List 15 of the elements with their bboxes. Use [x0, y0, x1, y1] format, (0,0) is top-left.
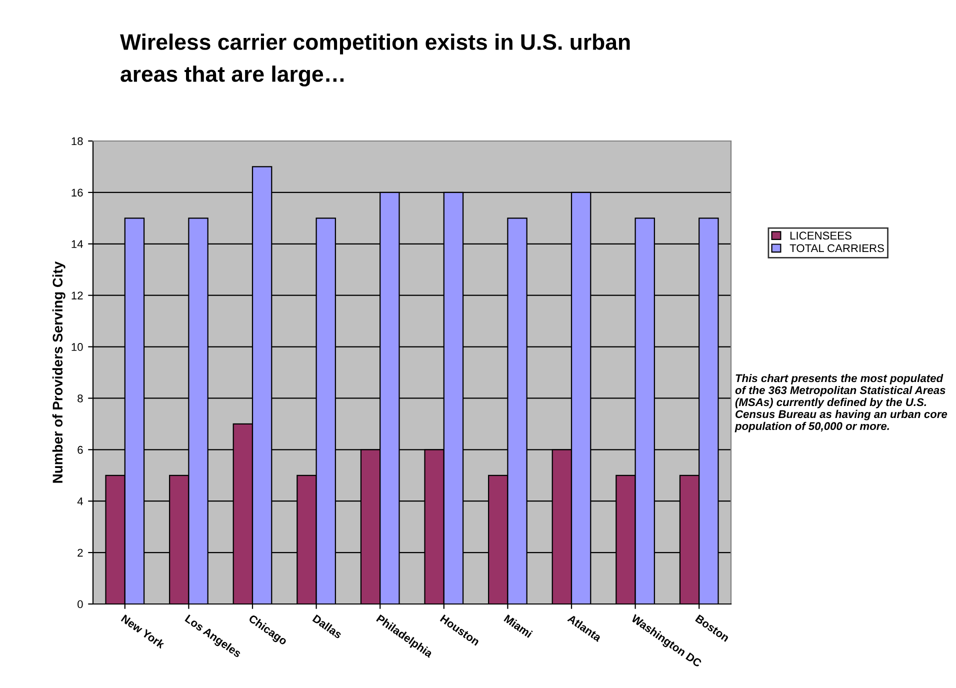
y-tick-label: 0 [78, 600, 83, 608]
text: This chart presents the most populated of the 363 Metropolitan Statistical Areas (MSAs) currently defined by the U.S. Census Bureau as having an urban core population of 50,000 or more. [734, 374, 948, 432]
y-axis-title: Number of Providers Serving City [52, 261, 66, 483]
y-tick-label: 4 [77, 497, 83, 506]
y-tick-label: 8 [78, 394, 83, 402]
y-tick-label: 18 [72, 137, 83, 146]
y-tick-label: 6 [78, 446, 83, 454]
y-tick-label: 16 [72, 188, 83, 197]
y-tick-label: 10 [72, 343, 83, 351]
y-tick-label: 14 [72, 240, 83, 248]
y-tick-label: 2 [78, 548, 83, 557]
legend-label: TOTAL CARRIERS [790, 244, 884, 252]
y-tick-label: 12 [72, 292, 83, 300]
legend-label: LICENSEES [790, 232, 852, 240]
chart-title: Wireless carrier competition exists in U.S. urban areas that are large… [120, 34, 630, 86]
